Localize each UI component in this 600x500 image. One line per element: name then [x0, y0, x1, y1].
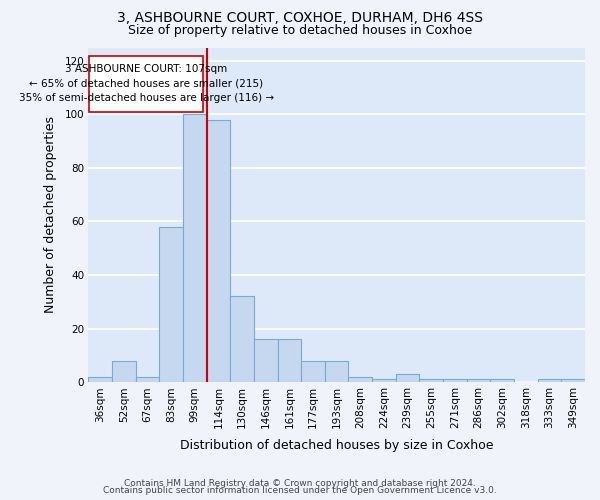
Bar	[562, 380, 585, 382]
Text: Contains HM Land Registry data © Crown copyright and database right 2024.: Contains HM Land Registry data © Crown c…	[124, 478, 476, 488]
Bar	[538, 380, 562, 382]
Bar	[206, 120, 230, 382]
Y-axis label: Number of detached properties: Number of detached properties	[44, 116, 58, 314]
Bar	[325, 360, 349, 382]
Bar	[112, 360, 136, 382]
Bar	[136, 376, 159, 382]
Bar	[278, 340, 301, 382]
Bar	[349, 376, 372, 382]
Bar	[419, 380, 443, 382]
Bar	[301, 360, 325, 382]
Bar	[490, 380, 514, 382]
Bar	[443, 380, 467, 382]
Bar	[183, 114, 206, 382]
X-axis label: Distribution of detached houses by size in Coxhoe: Distribution of detached houses by size …	[180, 440, 493, 452]
Text: 3, ASHBOURNE COURT, COXHOE, DURHAM, DH6 4SS: 3, ASHBOURNE COURT, COXHOE, DURHAM, DH6 …	[117, 11, 483, 25]
Bar	[467, 380, 490, 382]
Text: 3 ASHBOURNE COURT: 107sqm
← 65% of detached houses are smaller (215)
35% of semi: 3 ASHBOURNE COURT: 107sqm ← 65% of detac…	[19, 64, 274, 104]
FancyBboxPatch shape	[89, 56, 203, 112]
Text: Contains public sector information licensed under the Open Government Licence v3: Contains public sector information licen…	[103, 486, 497, 495]
Bar	[159, 227, 183, 382]
Bar	[396, 374, 419, 382]
Text: Size of property relative to detached houses in Coxhoe: Size of property relative to detached ho…	[128, 24, 472, 37]
Bar	[230, 296, 254, 382]
Bar	[88, 376, 112, 382]
Bar	[254, 340, 278, 382]
Bar	[372, 380, 396, 382]
